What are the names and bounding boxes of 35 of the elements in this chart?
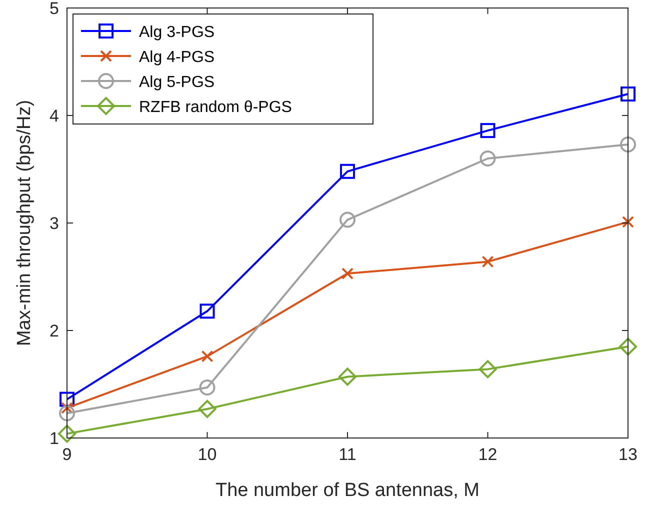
point — [622, 216, 634, 228]
legend-label: Alg 5-PGS — [139, 74, 215, 91]
legend-label: Alg 3-PGS — [139, 24, 215, 41]
point — [198, 400, 216, 418]
point — [620, 86, 636, 102]
point — [338, 368, 356, 386]
point — [200, 304, 215, 319]
y-tick-label: 4 — [50, 106, 59, 126]
x-tick-label: 12 — [478, 445, 498, 464]
x-axis-title: The number of BS antennas, M — [215, 480, 480, 501]
x-tick-label: 9 — [62, 445, 72, 464]
point — [201, 350, 214, 362]
point — [59, 405, 75, 422]
point — [60, 392, 74, 407]
legend-label: RZFB random θ-PGS — [139, 99, 292, 116]
y-tick-label: 1 — [50, 429, 59, 448]
point — [620, 136, 636, 153]
y-tick-label: 2 — [50, 322, 59, 340]
y-axis-title: Max-min throughput (bps/Hz) — [14, 100, 35, 346]
point — [340, 212, 356, 228]
point — [342, 268, 354, 280]
y-tick-label: 5 — [50, 0, 59, 18]
point — [619, 338, 637, 356]
point — [482, 256, 494, 268]
point — [480, 123, 496, 138]
x-tick-label: 10 — [198, 445, 217, 464]
y-tick-label: 3 — [50, 214, 59, 233]
legend-label: Alg 4-PGS — [139, 49, 215, 66]
point — [480, 150, 496, 166]
point — [478, 360, 497, 378]
point — [199, 379, 216, 396]
point — [340, 164, 355, 179]
x-tick-label: 13 — [618, 445, 638, 464]
x-tick-label: 11 — [338, 445, 356, 464]
point — [58, 424, 76, 443]
